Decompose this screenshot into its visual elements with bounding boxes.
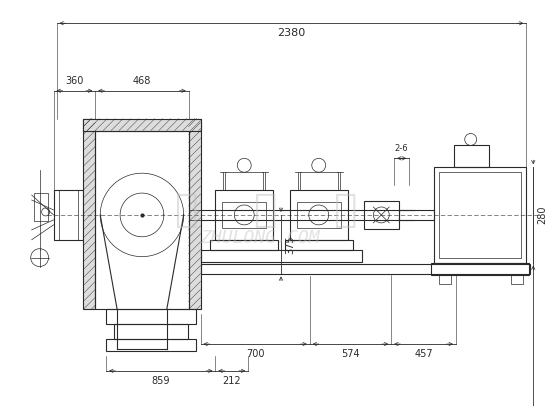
Bar bbox=[300, 172, 338, 190]
Text: 457: 457 bbox=[414, 349, 433, 359]
Text: 574: 574 bbox=[341, 349, 360, 359]
Text: 360: 360 bbox=[65, 76, 83, 86]
Bar bbox=[106, 309, 195, 324]
Bar bbox=[83, 118, 95, 309]
Bar bbox=[211, 240, 278, 249]
Bar bbox=[106, 339, 195, 351]
Bar bbox=[431, 263, 529, 274]
Bar bbox=[439, 274, 451, 284]
Bar bbox=[297, 202, 340, 228]
Text: 375: 375 bbox=[285, 235, 295, 254]
Bar bbox=[222, 202, 266, 228]
Bar bbox=[290, 190, 348, 240]
Text: ZHULONG.COM: ZHULONG.COM bbox=[200, 229, 320, 247]
Bar bbox=[285, 240, 352, 249]
Bar bbox=[54, 190, 83, 240]
Bar bbox=[95, 131, 189, 309]
Bar bbox=[216, 190, 273, 240]
Bar bbox=[399, 210, 434, 220]
Bar bbox=[114, 324, 188, 339]
Text: 212: 212 bbox=[222, 376, 241, 386]
Bar bbox=[439, 172, 521, 258]
Bar bbox=[200, 264, 530, 274]
Bar bbox=[434, 167, 526, 263]
Text: 280: 280 bbox=[537, 206, 547, 224]
Text: 2-6: 2-6 bbox=[395, 144, 408, 153]
Text: 468: 468 bbox=[133, 76, 151, 86]
Text: 龍: 龍 bbox=[254, 191, 277, 229]
Bar bbox=[365, 201, 399, 229]
Text: 築: 築 bbox=[174, 191, 197, 229]
Bar bbox=[189, 118, 200, 309]
Bar bbox=[511, 274, 524, 284]
Bar bbox=[225, 172, 263, 190]
Text: 700: 700 bbox=[246, 349, 264, 359]
Text: 859: 859 bbox=[152, 376, 170, 386]
Text: 網: 網 bbox=[333, 191, 356, 229]
Bar bbox=[34, 193, 48, 221]
Bar bbox=[200, 249, 362, 262]
Bar bbox=[454, 145, 488, 167]
Text: 2380: 2380 bbox=[277, 28, 306, 38]
Bar bbox=[83, 118, 200, 131]
